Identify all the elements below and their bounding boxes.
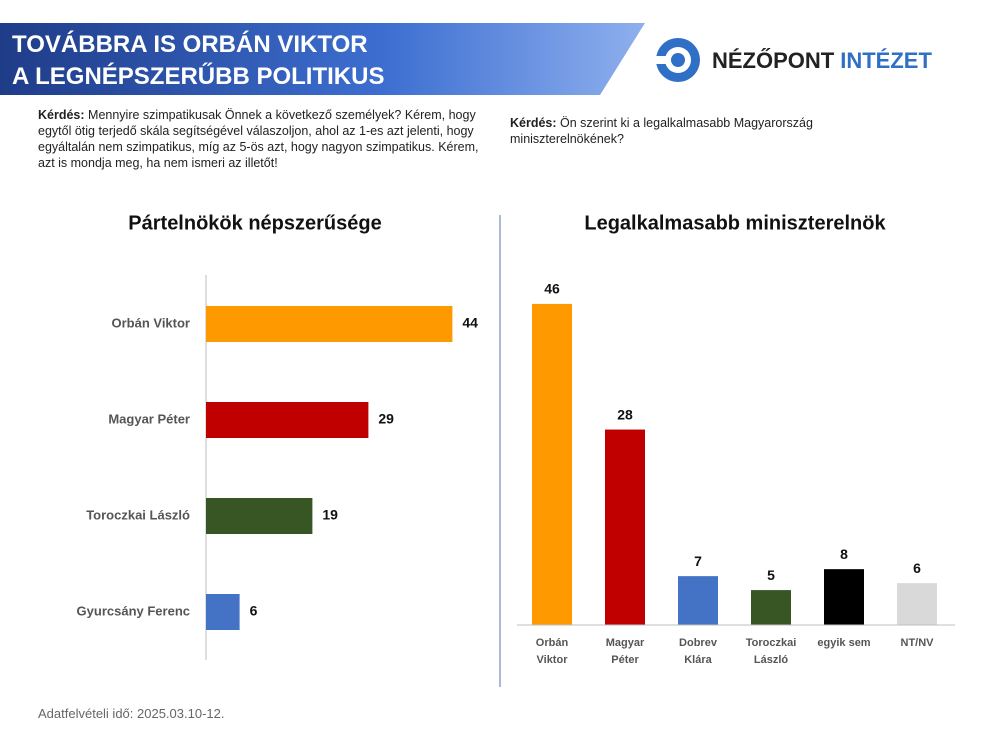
header-title: A LEGNÉPSZERŰBB POLITIKUS [12,62,384,90]
question-text: Ön szerint ki a legalkalmasabb Magyarors… [510,116,813,146]
bar [206,402,369,438]
category-label: Magyar [606,637,645,649]
chart-title: Pártelnökök népszerűsége [128,212,381,234]
category-label: Magyar Péter [108,411,190,426]
bar [605,429,645,625]
value-label: 6 [913,560,921,576]
bar [206,594,240,630]
value-label: 29 [378,411,394,427]
question: Kérdés: Mennyire szimpatikusak Önnek a k… [38,107,488,171]
logo-text: NÉZŐPONT INTÉZET [712,48,932,73]
question-text: Mennyire szimpatikusak Önnek a következő… [38,108,479,170]
bar [824,569,864,625]
value-label: 8 [840,546,848,562]
value-label: 28 [617,406,633,422]
value-label: 19 [322,507,338,523]
value-label: 5 [767,567,775,583]
value-label: 44 [462,315,478,331]
question-label: Kérdés: [38,108,85,122]
category-label: Orbán [536,637,569,649]
category-label: Dobrev [679,637,718,649]
question-label: Kérdés: [510,116,557,130]
bar [897,583,937,625]
category-label: Klára [684,654,712,666]
category-label: Péter [611,654,639,666]
category-label: Viktor [537,654,569,666]
category-label: Toroczkai László [86,507,190,522]
category-label: Gyurcsány Ferenc [77,603,190,618]
logo-icon [656,38,700,82]
value-label: 7 [694,553,702,569]
category-label: Toroczkai [746,637,797,649]
logo-word: NÉZŐPONT [712,48,835,73]
logo-word: INTÉZET [840,48,932,73]
bar [206,306,453,342]
bar [678,576,718,625]
category-label: egyik sem [817,637,870,649]
header-banner [0,23,645,95]
chart-title: Legalkalmasabb miniszterelnök [584,212,886,234]
header-title: TOVÁBBRA IS ORBÁN VIKTOR [12,30,368,58]
question: Kérdés: Ön szerint ki a legalkalmasabb M… [510,115,890,147]
bar [751,590,791,625]
category-label: László [754,654,789,666]
footer: Adatfelvételi idő: 2025.03.10-12. [38,706,224,721]
bar [206,498,313,534]
category-label: NT/NV [901,637,935,649]
value-label: 6 [250,603,258,619]
category-label: Orbán Viktor [111,315,190,330]
value-label: 46 [544,281,560,297]
bar [532,303,572,625]
